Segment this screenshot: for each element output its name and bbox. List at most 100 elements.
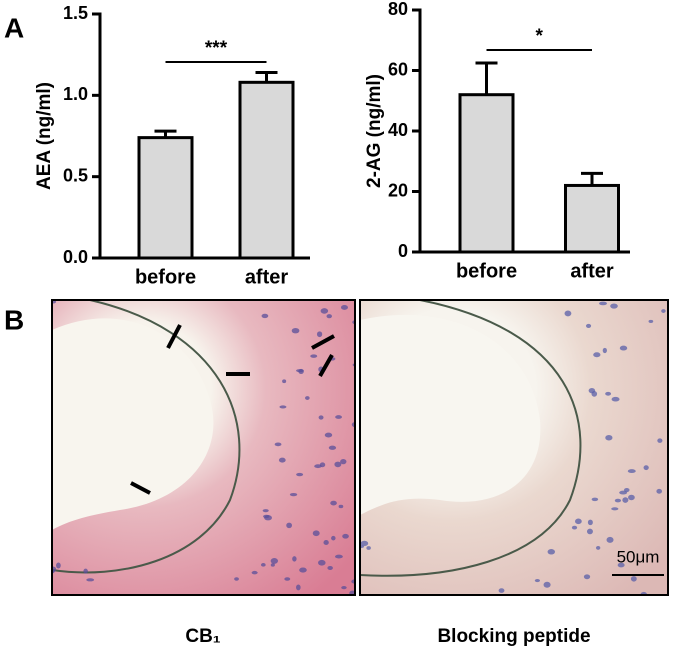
- nucleus: [52, 566, 57, 573]
- x-tick-label: before: [456, 260, 517, 282]
- bar: [458, 93, 515, 254]
- nucleus: [498, 588, 505, 593]
- nucleus: [262, 509, 269, 513]
- nucleus: [335, 415, 342, 419]
- y-axis-label: AEA (ng/ml): [34, 82, 55, 190]
- y-tick-label: 40: [388, 120, 408, 140]
- nucleus: [270, 557, 279, 564]
- nucleus: [316, 331, 323, 338]
- y-tick-label: 1.5: [63, 3, 88, 23]
- nucleus: [599, 301, 607, 306]
- nucleus: [617, 562, 625, 568]
- nucleus: [279, 405, 287, 409]
- nucleus: [326, 314, 332, 319]
- nucleus: [334, 461, 342, 468]
- nucleus: [324, 432, 333, 438]
- nucleus: [614, 498, 622, 503]
- nucleus: [547, 549, 556, 555]
- nucleus: [234, 577, 239, 581]
- nucleus: [318, 415, 324, 420]
- nucleus: [643, 465, 649, 471]
- image-frame: [359, 299, 669, 596]
- nucleus: [330, 500, 337, 506]
- nucleus: [622, 497, 629, 503]
- nucleus: [595, 545, 601, 550]
- nucleus: [593, 352, 601, 358]
- nucleus: [619, 490, 628, 495]
- nucleus: [657, 438, 663, 443]
- nucleus: [284, 577, 291, 581]
- nucleus: [340, 305, 348, 310]
- nucleus: [338, 504, 344, 509]
- image-frame: [51, 299, 356, 596]
- micrograph: [52, 300, 355, 595]
- nucleus: [575, 518, 582, 525]
- nucleus: [571, 525, 578, 530]
- nucleus: [661, 309, 666, 314]
- nucleus: [349, 590, 355, 595]
- nucleus: [310, 354, 318, 358]
- nucleus: [318, 559, 326, 566]
- nucleus: [331, 535, 336, 541]
- nucleus: [260, 563, 266, 567]
- micrograph: [360, 300, 668, 595]
- y-tick-label: 0.5: [63, 165, 88, 185]
- nucleus: [543, 581, 551, 588]
- nucleus: [263, 514, 270, 519]
- lamina: [360, 300, 582, 577]
- nucleus: [628, 494, 635, 501]
- nucleus: [591, 497, 599, 502]
- nucleus: [274, 442, 282, 447]
- nucleus: [327, 565, 333, 570]
- nucleus: [656, 488, 663, 494]
- nucleus: [342, 533, 349, 539]
- nucleus: [296, 584, 301, 591]
- nucleus: [627, 469, 636, 474]
- nucleus: [296, 369, 304, 373]
- y-tick-label: 0: [398, 241, 408, 261]
- bar: [238, 80, 295, 260]
- nucleus: [630, 576, 637, 582]
- image-caption: Blocking peptide: [437, 626, 590, 647]
- x-tick-label: after: [245, 266, 289, 288]
- nucleus: [292, 556, 297, 562]
- nucleus: [619, 345, 628, 351]
- nucleus: [648, 319, 654, 323]
- nucleus: [314, 464, 322, 469]
- nucleus: [586, 528, 593, 535]
- nucleus: [282, 379, 287, 384]
- image-caption: CB₁: [185, 626, 220, 647]
- nucleus: [534, 579, 541, 583]
- nucleus: [323, 539, 329, 546]
- nucleus: [583, 574, 591, 580]
- significance: ***: [205, 38, 228, 59]
- y-tick-label: 60: [388, 59, 408, 79]
- bar: [137, 136, 194, 260]
- nucleus: [335, 554, 343, 559]
- nucleus: [602, 347, 607, 354]
- nucleus: [83, 568, 88, 574]
- nucleus: [289, 492, 298, 497]
- nucleus: [296, 472, 304, 477]
- nucleus: [588, 387, 596, 394]
- nucleus: [605, 435, 613, 441]
- nucleus: [328, 445, 337, 450]
- nucleus: [291, 328, 300, 334]
- nucleus: [341, 586, 347, 590]
- lumen: [360, 314, 541, 515]
- nucleus: [610, 303, 618, 309]
- nucleus: [299, 567, 307, 573]
- nucleus: [366, 546, 371, 550]
- nucleus: [270, 563, 275, 567]
- nucleus: [320, 308, 329, 314]
- scale-label: 50μm: [617, 547, 660, 566]
- nucleus: [278, 457, 286, 463]
- nucleus: [312, 530, 320, 537]
- nucleus: [585, 323, 592, 329]
- nuclei: [360, 301, 666, 595]
- nucleus: [611, 507, 619, 511]
- y-axis-label: 2-AG (ng/ml): [364, 74, 385, 188]
- nucleus: [587, 519, 593, 526]
- x-tick-label: before: [135, 266, 196, 288]
